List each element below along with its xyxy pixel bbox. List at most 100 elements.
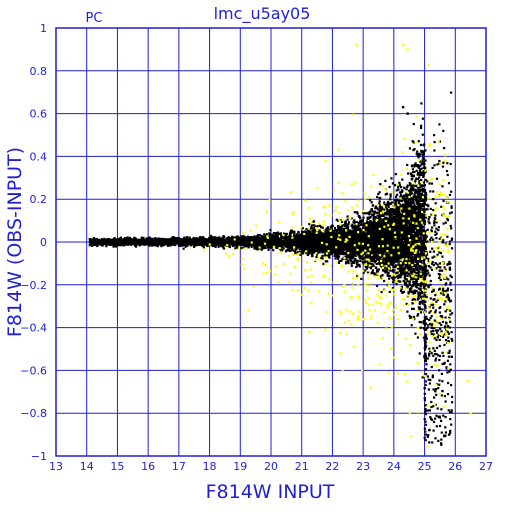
black-point xyxy=(347,223,350,226)
black-point xyxy=(395,222,398,225)
black-point xyxy=(430,405,433,409)
black-point xyxy=(444,426,447,429)
black-point xyxy=(88,241,91,244)
black-point xyxy=(414,162,417,165)
black-point xyxy=(320,226,323,229)
black-point xyxy=(335,253,338,256)
black-point xyxy=(448,370,451,373)
black-point xyxy=(444,221,447,224)
black-point xyxy=(423,244,426,248)
black-point xyxy=(387,206,390,209)
black-point xyxy=(432,329,435,333)
black-point xyxy=(389,269,392,272)
black-point xyxy=(437,333,440,337)
black-point xyxy=(416,286,419,289)
black-point xyxy=(310,244,313,247)
black-point xyxy=(422,161,425,164)
black-point xyxy=(409,189,412,192)
black-point xyxy=(413,193,416,196)
black-point xyxy=(412,218,415,221)
black-point xyxy=(392,279,395,282)
black-point xyxy=(432,405,435,408)
black-point xyxy=(420,192,423,195)
black-point xyxy=(444,283,447,286)
black-point xyxy=(450,190,453,193)
black-point xyxy=(393,242,396,245)
black-point xyxy=(322,262,325,266)
black-point xyxy=(365,254,368,257)
black-point xyxy=(390,177,393,180)
black-point xyxy=(409,252,412,255)
black-point xyxy=(419,236,423,239)
black-point xyxy=(440,431,443,434)
black-point xyxy=(404,257,407,260)
black-point xyxy=(447,355,450,358)
black-point xyxy=(211,236,214,239)
black-point xyxy=(420,242,423,246)
black-point xyxy=(423,293,426,296)
black-point xyxy=(363,261,366,264)
black-point xyxy=(443,325,447,328)
black-point xyxy=(424,283,427,287)
black-point xyxy=(430,352,433,355)
black-point xyxy=(420,281,423,285)
black-point xyxy=(403,283,407,286)
black-point xyxy=(364,265,367,269)
black-point xyxy=(336,252,340,256)
black-point xyxy=(450,237,454,240)
black-point xyxy=(421,159,424,162)
black-point xyxy=(411,140,414,143)
black-point xyxy=(449,309,452,312)
black-point xyxy=(375,225,378,229)
black-point xyxy=(346,215,349,218)
black-point xyxy=(399,250,402,253)
black-point xyxy=(378,200,381,203)
black-point xyxy=(404,273,407,276)
black-point xyxy=(449,240,452,243)
black-point xyxy=(418,169,421,172)
black-point xyxy=(423,190,426,193)
black-point xyxy=(426,240,429,243)
black-point xyxy=(412,187,415,190)
black-point xyxy=(409,215,412,219)
black-point xyxy=(426,180,429,183)
black-point xyxy=(380,291,383,294)
corner-label: PC xyxy=(86,11,103,26)
black-point xyxy=(417,294,420,297)
black-point xyxy=(438,424,442,428)
black-point xyxy=(311,224,314,227)
black-point xyxy=(441,255,444,258)
black-point xyxy=(346,247,349,250)
black-point xyxy=(448,349,451,352)
black-point xyxy=(438,311,441,314)
black-point xyxy=(293,232,296,235)
black-point xyxy=(391,277,395,280)
black-point xyxy=(387,200,390,203)
black-point xyxy=(418,209,421,212)
black-point xyxy=(430,236,433,239)
black-point xyxy=(402,290,406,293)
black-point xyxy=(365,266,369,269)
black-point xyxy=(417,194,421,197)
black-point xyxy=(441,316,444,319)
black-point xyxy=(357,214,360,218)
black-point xyxy=(316,246,319,249)
black-point xyxy=(443,343,446,347)
black-point xyxy=(446,289,449,292)
black-point xyxy=(406,238,409,241)
black-point xyxy=(402,214,405,217)
black-point xyxy=(413,247,416,250)
black-point xyxy=(381,274,384,277)
black-point xyxy=(437,329,440,332)
black-point xyxy=(400,256,403,259)
black-point xyxy=(401,264,404,267)
black-point xyxy=(305,251,308,254)
black-point xyxy=(429,238,432,241)
black-point xyxy=(419,311,423,314)
black-point xyxy=(447,298,450,301)
black-point xyxy=(435,221,438,224)
black-point xyxy=(304,230,307,233)
black-point xyxy=(387,240,390,244)
black-point xyxy=(402,270,405,273)
black-point xyxy=(376,214,379,217)
